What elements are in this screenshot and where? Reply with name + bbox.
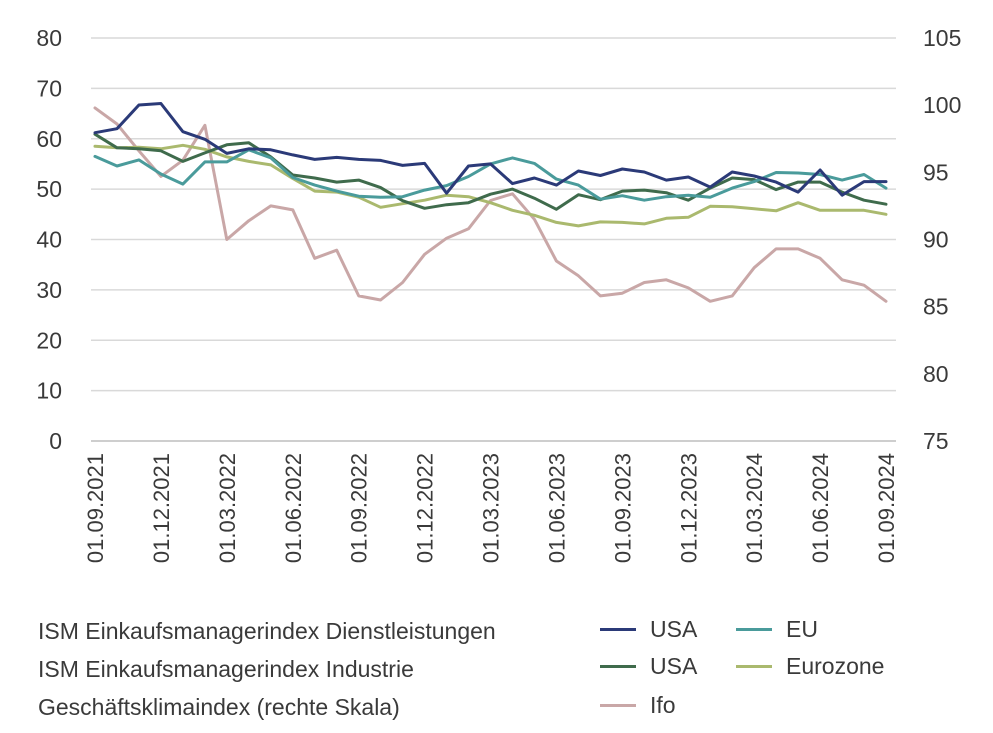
right-tick-label: 80 <box>923 361 949 387</box>
legend-label: USA <box>650 616 698 642</box>
x-tick-label: 01.06.2023 <box>544 453 569 563</box>
x-tick-label: 01.09.2024 <box>874 453 899 563</box>
left-tick-label: 20 <box>36 327 62 353</box>
legend-row-labels: ISM Einkaufsmanagerindex Dienstleistunge… <box>38 612 496 726</box>
x-tick-label: 01.09.2021 <box>83 453 108 563</box>
gridlines <box>91 37 896 442</box>
right-tick-label: 95 <box>923 159 949 185</box>
x-tick-label: 01.12.2022 <box>413 453 438 563</box>
left-tick-label: 50 <box>36 176 62 202</box>
series-lines <box>93 102 888 303</box>
x-tick-label: 01.12.2023 <box>676 453 701 563</box>
legend-entry-usa-services: USA <box>600 616 697 643</box>
x-tick-label: 01.06.2022 <box>281 453 306 563</box>
legend-swatch <box>600 704 636 707</box>
left-tick-label: 70 <box>36 75 62 101</box>
left-tick-label: 60 <box>36 126 62 152</box>
series-line-eurozone <box>93 143 888 228</box>
x-tick-label: 01.09.2023 <box>610 453 635 563</box>
x-tick-label: 01.09.2022 <box>347 453 372 563</box>
x-tick-label: 01.12.2021 <box>149 453 174 563</box>
right-tick-label: 85 <box>923 294 949 320</box>
legend-entry-usa-industry: USA <box>600 653 697 680</box>
legend-row-industry: ISM Einkaufsmanagerindex Industrie <box>38 656 414 682</box>
legend-label: EU <box>786 616 818 642</box>
x-tick-label: 01.03.2022 <box>215 453 240 563</box>
x-axis-tick-labels: 01.09.2021 01.12.2021 01.03.2022 01.06.2022… <box>83 453 899 563</box>
legend-swatch <box>600 665 636 668</box>
x-tick-label: 01.06.2024 <box>808 453 833 563</box>
series-line-ism-dienstleistungen-usa <box>93 102 888 197</box>
legend-swatch <box>736 665 772 668</box>
legend-label: USA <box>650 653 698 679</box>
legend-entry-eurozone: Eurozone <box>736 653 884 680</box>
left-tick-label: 40 <box>36 227 62 253</box>
x-tick-label: 01.03.2023 <box>479 453 504 563</box>
legend-swatch <box>600 628 636 631</box>
left-axis-tick-labels: 0 10 20 30 40 50 60 70 80 <box>36 25 62 454</box>
left-tick-label: 10 <box>36 378 62 404</box>
series-line-ism-industrie-usa <box>93 132 888 211</box>
right-tick-label: 100 <box>923 92 961 118</box>
left-tick-label: 80 <box>36 25 62 51</box>
legend-label: Eurozone <box>786 653 885 679</box>
right-tick-label: 90 <box>923 227 949 253</box>
right-tick-label: 105 <box>923 25 961 51</box>
right-axis-tick-labels: 75 80 85 90 95 100 105 <box>923 25 961 454</box>
legend-swatch <box>736 628 772 631</box>
line-chart: 0 10 20 30 40 50 60 70 80 75 80 85 90 95 100 105 01.09… <box>36 25 961 563</box>
legend-entry-ifo: Ifo <box>600 692 676 719</box>
left-tick-label: 0 <box>49 428 62 454</box>
legend-label: Ifo <box>650 692 676 718</box>
legend-entry-eu: EU <box>736 616 818 643</box>
left-tick-label: 30 <box>36 277 62 303</box>
legend-row-services: ISM Einkaufsmanagerindex Dienstleistunge… <box>38 618 496 644</box>
legend-row-business-climate: Geschäftsklimaindex (rechte Skala) <box>38 694 400 720</box>
series-line-ifo <box>93 106 888 303</box>
x-tick-label: 01.03.2024 <box>742 453 767 563</box>
right-tick-label: 75 <box>923 428 949 454</box>
